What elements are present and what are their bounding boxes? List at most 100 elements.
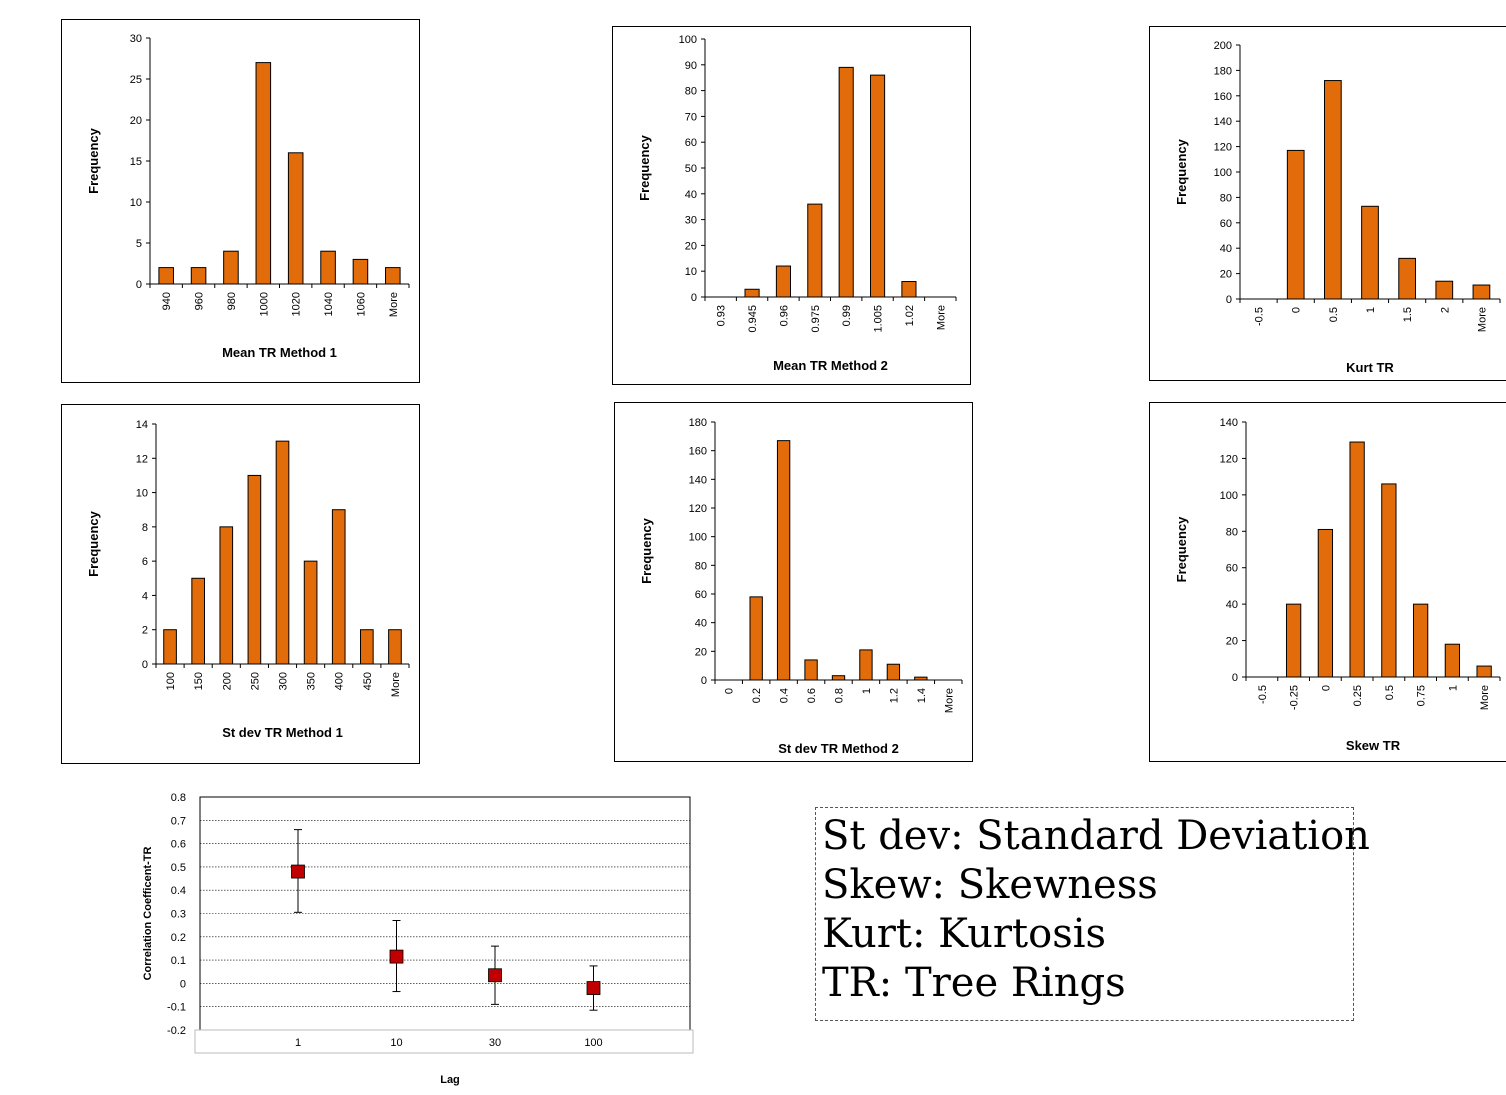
y-tick-label: 90 bbox=[685, 60, 697, 72]
y-tick-label: 60 bbox=[1220, 218, 1232, 230]
x-axis-title: Mean TR Method 2 bbox=[773, 358, 888, 373]
y-tick-label: 140 bbox=[1214, 116, 1232, 128]
histogram-bar bbox=[1349, 441, 1365, 678]
y-tick-label: 0.3 bbox=[171, 909, 186, 921]
y-tick-label: 40 bbox=[695, 618, 707, 630]
x-tick-label: 1040 bbox=[323, 292, 335, 316]
y-tick-label: 100 bbox=[679, 34, 697, 46]
x-tick-label: 1.4 bbox=[916, 688, 928, 703]
histogram-bar bbox=[1285, 603, 1302, 678]
y-tick-label: 0 bbox=[1226, 294, 1232, 306]
x-tick-label: 980 bbox=[226, 292, 238, 310]
y-tick-label: 0.7 bbox=[171, 815, 186, 827]
y-tick-label: 0 bbox=[136, 279, 142, 291]
y-tick-label: 50 bbox=[685, 163, 697, 175]
x-tick-label: More bbox=[1476, 307, 1488, 332]
x-tick-label: 1020 bbox=[291, 292, 303, 316]
y-tick-label: 60 bbox=[685, 137, 697, 149]
x-tick-label: 1 bbox=[1365, 307, 1377, 313]
x-tick-label: 940 bbox=[161, 292, 173, 310]
y-tick-label: 2 bbox=[142, 625, 148, 637]
x-tick-label: 1.2 bbox=[888, 688, 900, 703]
y-tick-label: 140 bbox=[1220, 417, 1238, 429]
histogram-bar bbox=[804, 659, 818, 681]
x-tick-label: 100 bbox=[165, 672, 177, 690]
histogram-bar bbox=[744, 288, 760, 298]
x-tick-label: 200 bbox=[221, 672, 233, 690]
histogram-bar bbox=[1286, 149, 1305, 300]
histogram-bar bbox=[1472, 284, 1491, 300]
y-tick-label: 0.4 bbox=[171, 885, 186, 897]
x-tick-label: More bbox=[943, 688, 955, 713]
y-axis-title: Frequency bbox=[86, 127, 101, 194]
x-tick-label: 0 bbox=[1291, 307, 1303, 313]
y-tick-label: 20 bbox=[130, 115, 142, 127]
histogram-bar bbox=[1324, 80, 1342, 300]
chart-svg: 0 10 20 30 40 50 60 70 80 90 100 0.93 0.945 0.96 0.975… bbox=[637, 34, 957, 373]
histogram-skew-tr: 0 20 40 60 80 100 120 140 -0.5 -0.25 0 0.25 0.5 0.75 1… bbox=[1149, 402, 1506, 762]
histogram-bar bbox=[870, 74, 886, 298]
x-tick-label: 0.5 bbox=[1384, 685, 1396, 700]
correlation-vs-lag-chart: -0.2 -0.1 0 0.1 0.2 0.3 0.4 0.5 0.6 0.7 0.8 1 10 30 10… bbox=[130, 785, 710, 1090]
chart-svg: -0.2 -0.1 0 0.1 0.2 0.3 0.4 0.5 0.6 0.7 0.8 1 10 30 10… bbox=[142, 792, 694, 1086]
histogram-bar bbox=[776, 440, 791, 681]
chart-svg: 0 20 40 60 80 100 120 140 -0.5 -0.25 0 0.25 0.5 0.75 1… bbox=[1174, 417, 1501, 753]
x-axis-title: Skew TR bbox=[1346, 738, 1401, 753]
x-axis-title: Lag bbox=[440, 1074, 460, 1086]
histogram-bar bbox=[831, 675, 846, 681]
histogram-bar bbox=[223, 250, 239, 285]
x-tick-label: 1060 bbox=[355, 292, 367, 316]
y-tick-label: 14 bbox=[136, 419, 148, 431]
x-tick-label: 0.5 bbox=[1328, 307, 1340, 322]
x-tick-label: 2 bbox=[1439, 307, 1451, 313]
y-axis-title: Frequency bbox=[1174, 516, 1189, 583]
y-tick-label: 0.5 bbox=[171, 862, 186, 874]
y-tick-label: 10 bbox=[136, 488, 148, 500]
y-axis-title: Frequency bbox=[639, 517, 654, 584]
y-tick-label: 80 bbox=[685, 86, 697, 98]
y-tick-label: 0.8 bbox=[171, 792, 186, 804]
y-tick-label: -0.2 bbox=[167, 1025, 186, 1037]
histogram-bar bbox=[749, 596, 763, 681]
histogram-bar bbox=[1361, 205, 1379, 300]
histogram-bar bbox=[1412, 603, 1429, 678]
y-tick-label: 180 bbox=[689, 417, 707, 429]
y-tick-label: 0.2 bbox=[171, 932, 186, 944]
x-tick-label: 0.975 bbox=[810, 305, 822, 333]
x-tick-label: More bbox=[1479, 685, 1491, 710]
abbreviation-legend: St dev: Standard Deviation Skew: Skewnes… bbox=[815, 807, 1370, 1021]
histogram-bar bbox=[219, 526, 234, 665]
data-point-marker bbox=[291, 864, 305, 879]
x-tick-label: 10 bbox=[390, 1037, 402, 1049]
y-axis-title: Frequency bbox=[86, 510, 101, 577]
x-tick-label: 400 bbox=[334, 672, 346, 690]
x-tick-label: 30 bbox=[489, 1037, 501, 1049]
data-point-marker bbox=[389, 949, 404, 964]
y-tick-label: 8 bbox=[142, 522, 148, 534]
x-tick-label: 0.8 bbox=[834, 688, 846, 703]
x-axis-title: St dev TR Method 2 bbox=[778, 741, 899, 756]
histogram-bar bbox=[1476, 665, 1492, 678]
y-tick-label: 25 bbox=[130, 74, 142, 86]
y-tick-label: 0 bbox=[691, 292, 697, 304]
y-tick-label: 160 bbox=[1214, 91, 1232, 103]
histogram-bar bbox=[1398, 257, 1417, 300]
x-tick-label: 1.02 bbox=[904, 305, 916, 326]
legend-line-kurt: Kurt: Kurtosis bbox=[822, 911, 1107, 957]
y-tick-label: 100 bbox=[1220, 490, 1238, 502]
histogram-bar bbox=[1435, 280, 1454, 300]
y-tick-label: 0 bbox=[180, 978, 186, 990]
x-tick-label: -0.25 bbox=[1289, 685, 1301, 710]
y-tick-label: 0 bbox=[142, 659, 148, 671]
histogram-bar bbox=[190, 267, 207, 285]
x-tick-label: -0.5 bbox=[1257, 685, 1269, 704]
histogram-bar bbox=[331, 509, 346, 665]
x-tick-label: 0.2 bbox=[751, 688, 763, 703]
x-tick-label: -0.5 bbox=[1254, 307, 1266, 326]
x-tick-label: 0 bbox=[724, 688, 736, 694]
y-tick-label: 120 bbox=[689, 503, 707, 515]
y-tick-label: 30 bbox=[130, 33, 142, 45]
chart-svg: 0 2 4 6 8 10 12 14 100 150 200 250 300 350 400 450 More S… bbox=[86, 419, 410, 740]
y-tick-label: 0 bbox=[1232, 672, 1238, 684]
x-tick-label: 150 bbox=[193, 672, 205, 690]
